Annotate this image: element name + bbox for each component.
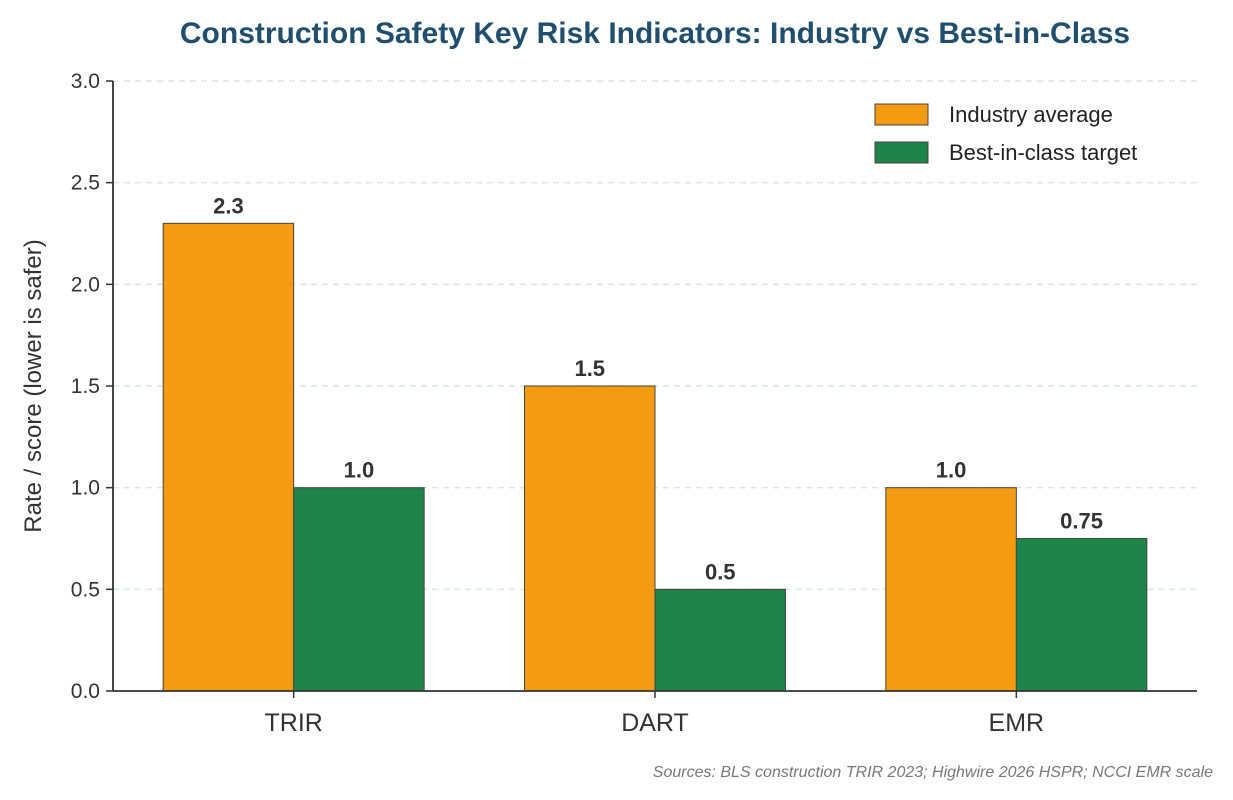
y-tick-label: 0.5 bbox=[71, 578, 100, 601]
bar-emr-series-1 bbox=[885, 487, 1017, 692]
data-label: 1.0 bbox=[936, 458, 967, 483]
source-note: Sources: BLS construction TRIR 2023; Hig… bbox=[653, 764, 1213, 781]
bar-dart-series-1 bbox=[524, 385, 656, 692]
x-tick-label: EMR bbox=[989, 709, 1045, 737]
bar-trir-series-1 bbox=[162, 222, 295, 692]
x-tick-label: TRIR bbox=[265, 709, 323, 737]
y-tick-label: 0.0 bbox=[71, 680, 100, 703]
y-tick-label: 2.5 bbox=[71, 172, 100, 195]
bar-emr-series-2 bbox=[1015, 538, 1148, 692]
y-tick-label: 2.0 bbox=[71, 273, 100, 296]
legend-label: Best-in-class target bbox=[949, 140, 1137, 165]
y-tick-label: 1.0 bbox=[71, 477, 100, 500]
legend-swatch bbox=[874, 141, 929, 164]
y-tick-label: 1.5 bbox=[71, 375, 100, 398]
data-label: 1.0 bbox=[344, 458, 375, 483]
data-label: 2.3 bbox=[213, 193, 244, 218]
bar-dart-series-2 bbox=[654, 588, 786, 692]
axes: 0.0 0.5 1.0 1.5 2.0 2.5 3.0 TRIR DART EMR bbox=[71, 70, 1197, 737]
chart-title: Construction Safety Key Risk Indicators:… bbox=[180, 17, 1130, 50]
bars bbox=[162, 222, 1148, 692]
legend-label: Industry average bbox=[949, 102, 1113, 127]
bar-trir-series-2 bbox=[293, 487, 425, 692]
y-axis-label: Rate / score (lower is safer) bbox=[20, 239, 47, 532]
legend-swatch bbox=[874, 103, 929, 126]
data-label: 0.5 bbox=[705, 559, 736, 584]
y-tick-label: 3.0 bbox=[71, 70, 100, 93]
data-labels: 2.3 1.0 1.5 0.5 1.0 0.75 bbox=[213, 193, 1103, 584]
legend: Industry average Best-in-class target bbox=[874, 102, 1137, 165]
data-label: 1.5 bbox=[574, 356, 605, 381]
data-label: 0.75 bbox=[1060, 509, 1103, 534]
x-tick-label: DART bbox=[621, 709, 689, 737]
